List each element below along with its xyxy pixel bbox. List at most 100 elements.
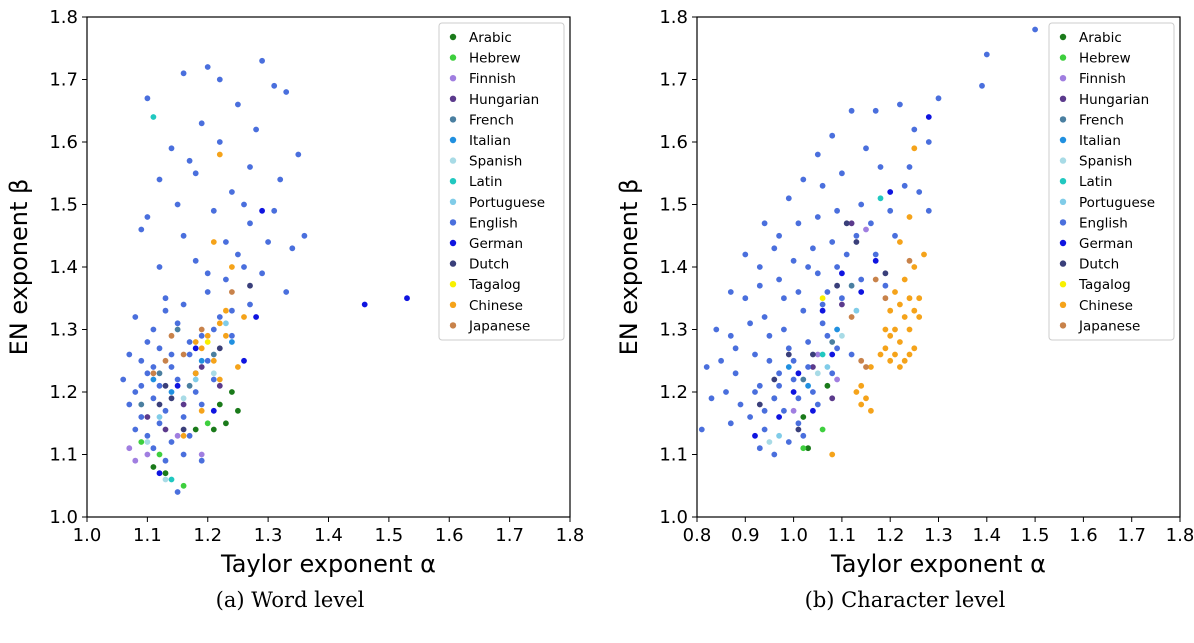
point-spanish xyxy=(766,439,773,445)
y-tick-label: 1.7 xyxy=(659,70,688,91)
point-english xyxy=(708,395,715,402)
point-english xyxy=(156,382,163,389)
legend-marker-spanish xyxy=(1059,157,1067,164)
point-japanese xyxy=(872,276,879,283)
point-english xyxy=(747,320,753,327)
point-english xyxy=(863,145,869,152)
point-english xyxy=(150,364,157,370)
x-axis-label: Taylor exponent α xyxy=(830,550,1046,578)
point-english xyxy=(742,251,749,258)
point-japanese xyxy=(229,289,235,295)
point-chinese xyxy=(210,239,217,245)
point-japanese xyxy=(150,370,157,377)
point-english xyxy=(810,245,816,252)
point-german xyxy=(776,414,782,420)
legend-marker-hebrew xyxy=(449,54,457,61)
point-english xyxy=(216,314,223,320)
point-english xyxy=(979,82,985,89)
legend-label-portuguese: Portuguese xyxy=(469,195,545,211)
point-chinese xyxy=(868,364,874,370)
point-english xyxy=(925,207,932,214)
point-english xyxy=(723,389,729,395)
point-english xyxy=(795,420,802,427)
point-chinese xyxy=(892,351,898,358)
point-german xyxy=(872,257,879,264)
point-english xyxy=(138,226,145,233)
legend-marker-german xyxy=(1059,239,1067,247)
point-chinese xyxy=(223,307,229,314)
caption-character-level: (b) Character level xyxy=(804,588,1006,612)
x-tick-label: 1.0 xyxy=(779,525,808,546)
point-arabic xyxy=(235,407,241,414)
legend-label-japanese: Japanese xyxy=(468,318,530,334)
point-dutch xyxy=(853,239,860,245)
point-french xyxy=(800,376,807,383)
point-english xyxy=(283,89,290,95)
point-german xyxy=(887,189,894,195)
point-english xyxy=(192,170,199,177)
point-english xyxy=(805,364,811,370)
point-english xyxy=(790,376,797,383)
point-german xyxy=(241,357,247,364)
point-english xyxy=(156,420,163,427)
point-english xyxy=(795,289,802,295)
x-tick-label: 1.1 xyxy=(133,525,162,546)
point-english xyxy=(138,414,145,420)
point-german xyxy=(839,270,845,277)
point-finnish xyxy=(198,451,205,458)
point-english xyxy=(132,389,139,395)
point-english xyxy=(882,282,889,289)
point-arabic xyxy=(223,420,229,427)
point-hungarian xyxy=(162,426,169,433)
point-dutch xyxy=(834,282,840,289)
legend-label-french: French xyxy=(1079,112,1124,128)
legend: Arabic Hebrew Finnish Hungarian French Italia… xyxy=(438,22,565,341)
point-english xyxy=(829,132,836,139)
legend-label-tagalog: Tagalog xyxy=(468,277,521,293)
chart-panel-word-level: 1.0 1.1 1.2 1.3 1.4 1.5 1.6 1.7 1.8 1.0 1.1 1.2 1.3 1… xyxy=(0,0,590,585)
legend-marker-chinese xyxy=(1059,301,1067,308)
point-english xyxy=(186,157,193,164)
point-japanese xyxy=(162,357,169,364)
x-tick-label: 1.5 xyxy=(1021,525,1050,546)
point-hebrew xyxy=(156,451,163,458)
point-hungarian xyxy=(180,401,187,408)
point-german xyxy=(174,382,181,389)
point-english xyxy=(727,332,734,339)
y-tick-label: 1.5 xyxy=(49,195,78,216)
point-english xyxy=(259,57,265,64)
point-arabic xyxy=(192,426,199,433)
point-chinese xyxy=(882,345,889,352)
legend-marker-finnish xyxy=(1059,75,1067,82)
point-english xyxy=(162,407,169,414)
point-english xyxy=(742,295,749,302)
point-dutch xyxy=(795,426,802,433)
point-english xyxy=(785,345,792,352)
point-english xyxy=(756,445,763,452)
point-chinese xyxy=(916,295,923,302)
legend-label-spanish: Spanish xyxy=(1079,154,1132,170)
legend-label-hungarian: Hungarian xyxy=(1079,92,1149,108)
point-chinese xyxy=(897,339,903,345)
legend-marker-dutch xyxy=(1059,260,1067,267)
point-chinese xyxy=(192,339,199,345)
point-arabic xyxy=(229,389,235,395)
y-tick-label: 1.4 xyxy=(49,257,78,278)
legend-label-hungarian: Hungarian xyxy=(469,92,539,108)
x-tick-label: 1.8 xyxy=(1166,525,1194,546)
legend-label-german: German xyxy=(1079,236,1133,252)
point-english xyxy=(150,395,157,402)
point-english xyxy=(785,195,792,202)
legend-marker-french xyxy=(1059,116,1067,123)
point-hebrew xyxy=(819,426,826,433)
point-chinese xyxy=(897,364,903,370)
point-arabic xyxy=(162,470,169,477)
point-chinese xyxy=(882,326,889,333)
x-tick-label: 1.5 xyxy=(375,525,404,546)
point-english xyxy=(872,251,879,258)
y-tick-label: 1.6 xyxy=(659,132,688,153)
point-chinese xyxy=(877,351,884,358)
point-english xyxy=(144,432,151,439)
point-chinese xyxy=(892,326,898,333)
legend-marker-dutch xyxy=(449,260,457,267)
